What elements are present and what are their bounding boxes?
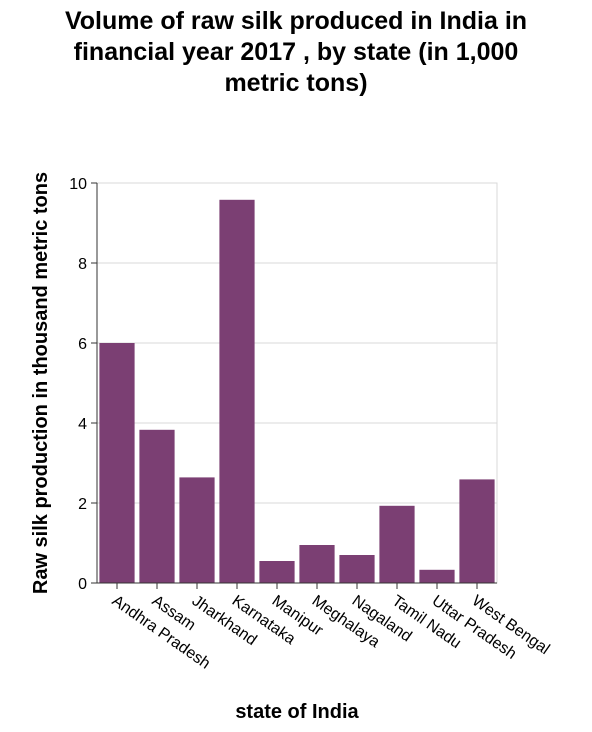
- y-tick-label: 4: [78, 416, 87, 433]
- x-axis: Andhra PradeshAssamJharkhandKarnatakaMan…: [97, 582, 553, 673]
- chart-title: Volume of raw silk produced in India in …: [65, 7, 527, 97]
- y-tick-label: 8: [78, 256, 87, 273]
- y-tick-label: 0: [78, 576, 87, 593]
- y-tick-label: 2: [78, 496, 87, 513]
- bar: [259, 561, 295, 583]
- bars: [99, 199, 495, 584]
- bar: [299, 545, 335, 583]
- bar: [139, 429, 175, 583]
- bar: [379, 505, 415, 583]
- bar: [179, 477, 215, 583]
- y-tick-label: 6: [78, 336, 87, 353]
- chart-title-line-2: financial year 2017 , by state (in 1,000: [74, 38, 519, 66]
- y-tick-label: 10: [69, 176, 87, 193]
- bar: [459, 479, 495, 583]
- chart-title-line-1: Volume of raw silk produced in India in: [65, 7, 527, 35]
- y-axis: 0 2 4 6 8 10: [69, 176, 98, 593]
- bar: [339, 555, 375, 583]
- x-axis-label: state of India: [235, 701, 359, 723]
- y-axis-label: Raw silk production in thousand metric t…: [30, 172, 52, 594]
- bar: [419, 569, 455, 583]
- bar: [99, 343, 135, 583]
- bar: [219, 199, 255, 584]
- chart-title-line-3: metric tons): [224, 69, 367, 97]
